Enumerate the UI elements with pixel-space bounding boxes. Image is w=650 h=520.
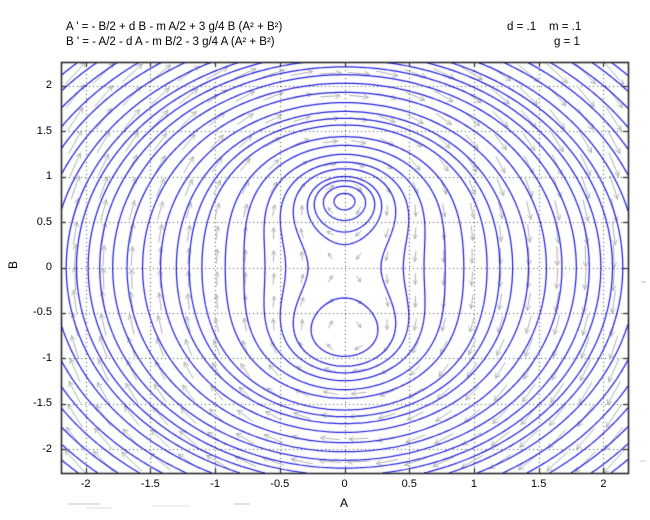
equation-line-1: A ' = - B/2 + d B - m A/2 + 3 g/4 B (A² … xyxy=(66,21,283,33)
y-tick-label: 1 xyxy=(45,170,52,183)
y-tick-label: -1 xyxy=(42,351,52,364)
y-tick-label: -2 xyxy=(42,442,52,455)
param-d-label: d = .1 xyxy=(507,21,537,33)
screen-artifact xyxy=(86,507,112,509)
y-tick-label: 1.5 xyxy=(36,124,52,137)
y-tick-label: -1.5 xyxy=(33,397,52,410)
x-tick-label: -1 xyxy=(210,478,220,490)
screen-artifact xyxy=(641,281,646,283)
x-tick-label: 1.5 xyxy=(531,478,547,490)
x-tick-label: 2 xyxy=(600,478,607,490)
param-g-label: g = 1 xyxy=(554,36,580,48)
y-tick-label: 0.5 xyxy=(36,215,52,228)
equation-line-2: B ' = - A/2 - d A - m B/2 - 3 g/4 A (A² … xyxy=(66,36,275,48)
x-tick-label: -0.5 xyxy=(270,478,290,490)
x-tick-label: -2 xyxy=(80,478,91,490)
y-axis-label: B xyxy=(6,261,20,270)
x-tick-label: 1 xyxy=(470,478,477,490)
screen-artifact xyxy=(68,503,100,505)
screen-artifact xyxy=(234,503,250,505)
y-tick-label: 2 xyxy=(45,79,52,92)
screen-artifact xyxy=(152,505,190,507)
x-tick-label: 0 xyxy=(341,478,348,490)
x-tick-label: -1.5 xyxy=(140,478,160,490)
param-m-label: m = .1 xyxy=(549,21,582,33)
y-tick-label: -0.5 xyxy=(33,306,52,319)
x-tick-label: 0.5 xyxy=(401,478,417,490)
x-axis-label: A xyxy=(339,496,348,510)
screen-artifact xyxy=(640,460,646,462)
y-tick-label: 0 xyxy=(45,261,52,273)
